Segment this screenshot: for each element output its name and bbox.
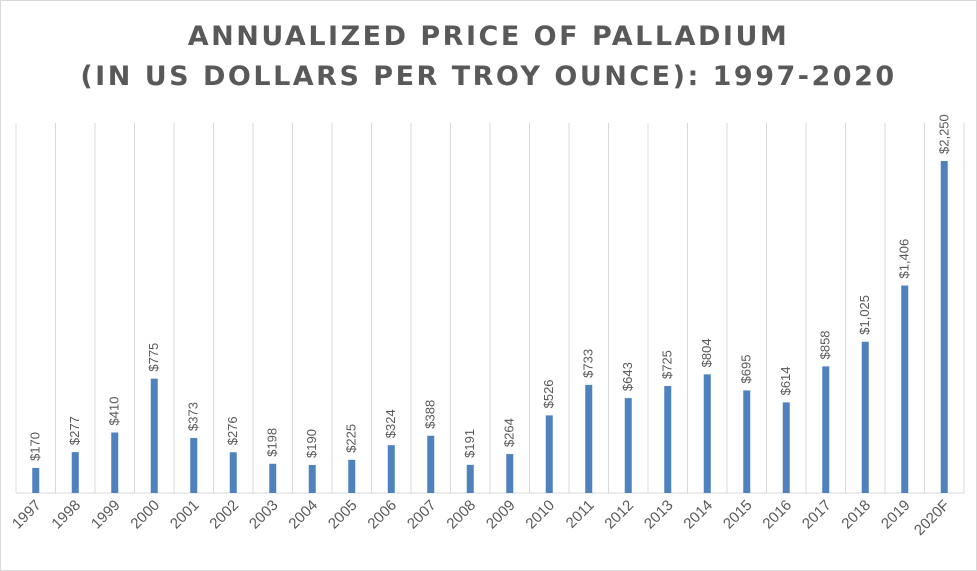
data-label-2007: $388 xyxy=(423,400,438,429)
data-label-2020F: $2,250 xyxy=(936,114,951,154)
bar-2003 xyxy=(269,463,277,493)
data-label-2013: $725 xyxy=(660,350,675,379)
x-tick-label-2018: 2018 xyxy=(838,497,874,533)
data-label-2011: $733 xyxy=(581,349,596,378)
bar-2004 xyxy=(308,464,316,493)
x-tick-label-2000: 2000 xyxy=(127,497,163,533)
data-label-1997: $170 xyxy=(28,432,43,461)
x-tick-label-2007: 2007 xyxy=(404,497,440,533)
x-tick-label-1999: 1999 xyxy=(88,497,124,533)
data-label-2005: $225 xyxy=(344,424,359,453)
data-label-2003: $198 xyxy=(265,428,280,457)
data-label-2016: $614 xyxy=(778,366,793,395)
x-tick-label-1998: 1998 xyxy=(48,497,84,533)
x-tick-label-2016: 2016 xyxy=(759,497,795,533)
bar-2010 xyxy=(545,415,553,493)
data-label-2008: $191 xyxy=(462,429,477,458)
chart-bars xyxy=(32,161,948,493)
bar-1997 xyxy=(32,467,40,493)
x-tick-label-2011: 2011 xyxy=(563,497,598,532)
x-tick-label-2005: 2005 xyxy=(325,497,361,533)
data-label-2006: $324 xyxy=(383,409,398,438)
x-tick-label-2004: 2004 xyxy=(285,497,321,533)
bar-2014 xyxy=(703,374,711,493)
x-tick-label-2009: 2009 xyxy=(483,497,519,533)
bar-2005 xyxy=(348,459,356,493)
data-label-2004: $190 xyxy=(304,429,319,458)
bar-2011 xyxy=(585,384,593,493)
bar-2017 xyxy=(822,366,830,493)
bar-2006 xyxy=(387,445,395,493)
data-label-2017: $858 xyxy=(818,330,833,359)
bar-2001 xyxy=(190,437,198,493)
bar-2008 xyxy=(466,464,474,493)
data-label-2015: $695 xyxy=(739,355,754,384)
bar-2009 xyxy=(506,454,514,493)
chart-title-line-2: (IN US DOLLARS PER TROY OUNCE): 1997-202… xyxy=(80,61,897,92)
bar-2012 xyxy=(624,398,632,493)
x-tick-label-2013: 2013 xyxy=(641,497,677,533)
x-tick-label-2012: 2012 xyxy=(601,497,637,533)
data-label-1999: $410 xyxy=(107,397,122,426)
chart-x-axis-ticks: 1997 1998 1999 2000 2001 2002 2003 2004 2005 2006… xyxy=(9,497,953,539)
data-label-2012: $643 xyxy=(620,362,635,391)
bar-2007 xyxy=(427,435,435,493)
x-tick-label-2003: 2003 xyxy=(246,497,282,533)
x-tick-label-2019: 2019 xyxy=(878,497,914,533)
x-tick-label-2010: 2010 xyxy=(522,497,558,533)
bar-2016 xyxy=(782,402,790,493)
data-label-2002: $276 xyxy=(225,416,240,445)
chart-data-labels: $170 $277 $410 $775 $373 $276 $198 $190 $225 $324… xyxy=(28,114,952,461)
data-label-2001: $373 xyxy=(186,402,201,431)
bar-2019 xyxy=(901,285,909,493)
x-tick-label-1997: 1997 xyxy=(9,497,45,533)
data-label-2009: $264 xyxy=(502,418,517,447)
data-label-2010: $526 xyxy=(541,379,556,408)
x-tick-label-2017: 2017 xyxy=(799,497,835,533)
chart-gridlines xyxy=(15,123,965,494)
data-label-2018: $1,025 xyxy=(857,295,872,335)
bar-2013 xyxy=(664,386,672,493)
data-label-2014: $804 xyxy=(699,338,714,367)
x-tick-label-2014: 2014 xyxy=(680,497,716,533)
x-tick-label-2006: 2006 xyxy=(364,497,400,533)
bar-2002 xyxy=(229,452,237,493)
chart-title-line-1: ANNUALIZED PRICE OF PALLADIUM xyxy=(187,21,790,52)
data-label-2000: $775 xyxy=(146,343,161,372)
x-tick-label-2001: 2001 xyxy=(167,497,203,533)
x-tick-label-2008: 2008 xyxy=(443,497,479,533)
bar-1998 xyxy=(71,452,79,493)
x-tick-label-2002: 2002 xyxy=(206,497,242,533)
bar-2000 xyxy=(150,378,158,493)
bar-2020F xyxy=(940,161,948,493)
bar-2018 xyxy=(861,341,869,493)
x-tick-label-2015: 2015 xyxy=(720,497,756,533)
chart-title: ANNUALIZED PRICE OF PALLADIUM (IN US DOL… xyxy=(1,17,976,97)
bar-1999 xyxy=(111,432,119,493)
data-label-1998: $277 xyxy=(67,416,82,445)
data-label-2019: $1,406 xyxy=(897,239,912,279)
bar-2015 xyxy=(743,390,751,493)
x-tick-label-2020F: 2020F xyxy=(911,497,953,539)
